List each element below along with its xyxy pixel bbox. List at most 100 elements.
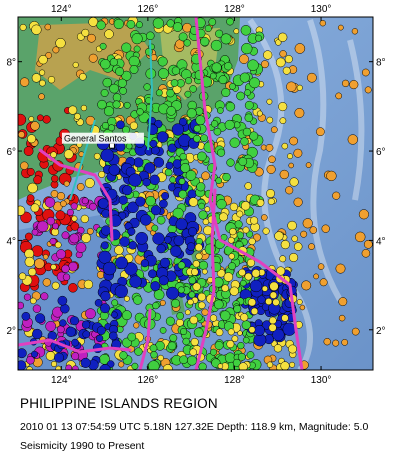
earthquake-marker: [201, 171, 210, 181]
earthquake-marker: [27, 134, 36, 144]
earthquake-marker: [231, 335, 239, 343]
earthquake-marker: [45, 52, 52, 59]
earthquake-marker: [149, 139, 158, 148]
earthquake-marker: [279, 117, 287, 125]
earthquake-marker: [75, 242, 87, 253]
earthquake-marker: [188, 227, 198, 237]
earthquake-marker: [157, 56, 168, 67]
earthquake-marker: [49, 237, 57, 245]
earthquake-marker: [266, 361, 274, 368]
earthquake-marker: [275, 39, 282, 46]
earthquake-marker: [300, 230, 308, 238]
earthquake-marker: [185, 77, 193, 85]
earthquake-marker: [233, 304, 242, 313]
earthquake-marker: [197, 151, 207, 162]
earthquake-marker: [237, 341, 245, 350]
earthquake-marker: [150, 205, 161, 216]
earthquake-marker: [276, 266, 286, 276]
earthquake-marker: [232, 358, 241, 367]
lon-label-top: 128°: [224, 4, 245, 15]
earthquake-marker: [301, 280, 312, 291]
earthquake-marker: [351, 28, 359, 35]
earthquake-marker: [279, 169, 289, 180]
earthquake-marker: [188, 197, 199, 207]
earthquake-marker: [262, 227, 270, 235]
earthquake-marker: [319, 20, 326, 27]
earthquake-marker: [197, 292, 207, 302]
earthquake-marker: [126, 20, 136, 29]
earthquake-marker: [54, 241, 62, 249]
earthquake-marker: [36, 114, 44, 122]
earthquake-marker: [208, 18, 217, 26]
lon-label-top: 124°: [51, 4, 72, 15]
earthquake-marker: [20, 161, 29, 170]
earthquake-marker: [201, 268, 208, 275]
earthquake-marker: [201, 308, 209, 316]
earthquake-marker: [39, 69, 46, 76]
earthquake-marker: [198, 260, 209, 270]
lon-label-bottom: 130°: [311, 375, 332, 386]
earthquake-marker: [24, 256, 35, 267]
earthquake-marker: [242, 336, 250, 344]
earthquake-marker: [332, 191, 341, 200]
earthquake-marker: [186, 242, 196, 251]
earthquake-marker: [76, 183, 85, 191]
earthquake-marker: [225, 101, 236, 112]
earthquake-marker: [260, 144, 267, 151]
earthquake-marker: [186, 108, 197, 119]
earthquake-marker: [361, 68, 370, 77]
earthquake-marker: [268, 316, 277, 325]
earthquake-marker: [61, 264, 70, 273]
lat-label-right: 6°: [376, 147, 386, 158]
earthquake-marker: [31, 228, 39, 236]
earthquake-marker: [80, 357, 91, 368]
earthquake-marker: [192, 260, 200, 268]
earthquake-marker: [288, 162, 294, 169]
earthquake-marker: [55, 365, 62, 370]
lat-label-left: 6°: [6, 147, 16, 158]
earthquake-marker: [268, 155, 276, 164]
earthquake-marker: [56, 325, 65, 334]
earthquake-marker: [84, 178, 95, 188]
earthquake-marker: [217, 148, 226, 157]
earthquake-marker: [178, 117, 188, 126]
earthquake-marker: [296, 299, 303, 305]
earthquake-marker: [21, 311, 31, 321]
earthquake-marker: [173, 235, 185, 246]
earthquake-marker: [28, 116, 35, 122]
earthquake-marker: [227, 328, 235, 336]
earthquake-marker: [351, 327, 360, 336]
city-label-bg: [61, 132, 144, 144]
earthquake-marker: [338, 314, 346, 322]
earthquake-marker: [45, 351, 56, 361]
philippine-trench-boundary: [194, 17, 304, 370]
earthquake-marker: [19, 23, 27, 31]
graticule-ticks: 124° 124° 126° 126° 128° 128° 130° 130° 8° 8° 6° 6°…: [6, 4, 385, 386]
earthquake-marker: [30, 121, 40, 131]
earthquake-marker: [23, 146, 34, 156]
earthquake-marker: [274, 231, 284, 241]
earthquake-marker: [244, 113, 254, 123]
earthquake-marker: [180, 162, 191, 173]
earthquake-marker: [326, 170, 337, 182]
earthquake-marker: [194, 243, 203, 252]
earthquake-marker: [156, 243, 166, 254]
earthquake-marker: [71, 352, 80, 361]
earthquake-marker: [267, 198, 275, 205]
earthquake-marker: [128, 173, 142, 187]
earthquake-marker: [289, 136, 298, 146]
earthquake-marker: [169, 176, 177, 184]
earthquake-marker: [233, 121, 241, 129]
earthquake-marker: [183, 39, 191, 47]
seismicity-map: 124° 124° 126° 126° 128° 128° 130° 130° 8° 8° 6° 6°…: [6, 4, 385, 386]
earthquake-marker: [26, 355, 35, 365]
earthquake-marker: [50, 360, 58, 368]
earthquake-marker: [249, 77, 261, 89]
earthquake-marker: [146, 31, 155, 41]
earthquake-marker: [34, 258, 45, 269]
earthquake-marker: [169, 334, 178, 342]
earthquake-marker: [177, 286, 185, 294]
earthquake-marker: [317, 263, 325, 270]
earthquake-marker: [228, 253, 235, 260]
